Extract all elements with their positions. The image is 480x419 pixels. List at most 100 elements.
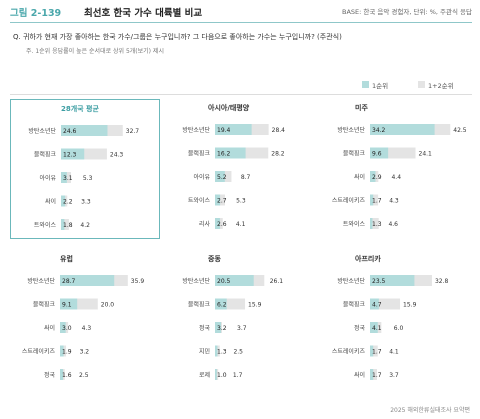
- value-label-rank12: 15.9: [248, 302, 262, 309]
- value-label-rank1: 19.4: [217, 127, 231, 134]
- value-label-rank12: 6.0: [394, 325, 404, 332]
- bar-rank1: [215, 124, 252, 135]
- value-label-rank1: 5.2: [217, 174, 227, 181]
- bar-rank1: [61, 125, 108, 136]
- bar-rank1: [370, 275, 415, 286]
- bar-rank1: [370, 322, 378, 333]
- value-label-rank1: 1.3: [217, 349, 227, 356]
- value-label-rank1: 3.1: [63, 175, 73, 182]
- figure-header: 그림 2-139 최선호 한국 가수 대륙별 비교 BASE: 한국 음악 경험…: [10, 5, 472, 19]
- figure-label: 그림 2-139: [10, 8, 62, 19]
- value-label-rank12: 28.4: [272, 127, 286, 134]
- bar-chart: 방탄소년단 24.6 32.7 블랙핑크 12.3 24.3 아이유 3.1 5.3 싸이 2.2 3…: [28, 125, 140, 230]
- value-label-rank12: 20.0: [101, 302, 115, 309]
- bar-rank1: [370, 218, 373, 229]
- category-label: 블랙핑크: [34, 151, 57, 159]
- category-label: 트와이스: [34, 221, 57, 229]
- bar-rank1: [60, 369, 64, 380]
- value-label-rank1: 24.6: [63, 128, 77, 135]
- bar-rank1: [60, 275, 115, 286]
- value-label-rank12: 4.3: [389, 198, 399, 205]
- value-label-rank1: 12.3: [63, 152, 77, 159]
- bar-rank1: [215, 147, 246, 159]
- value-label-rank12: 35.9: [131, 278, 145, 285]
- bar-rank1: [215, 218, 220, 229]
- value-label-rank12: 3.3: [81, 199, 91, 206]
- category-label: 블랙핑크: [33, 301, 56, 309]
- category-label: 트와이스: [188, 197, 211, 205]
- legend-label-rank12: 1+2순위: [428, 82, 454, 90]
- value-label-rank12: 28.2: [271, 151, 285, 158]
- bar-rank12: [370, 147, 416, 159]
- value-label-rank1: 2.7: [217, 198, 227, 205]
- bar-rank12: [60, 298, 98, 310]
- legend: 1순위 1+2순위: [362, 79, 472, 91]
- value-label-rank1: 2.9: [372, 174, 382, 181]
- value-label-rank12: 5.3: [83, 175, 93, 182]
- value-label-rank12: 3.2: [80, 349, 90, 356]
- value-label-rank1: 1.7: [372, 198, 382, 205]
- category-label: 지민: [199, 348, 210, 356]
- bar-rank12: [370, 369, 377, 380]
- value-label-rank1: 3.2: [217, 325, 227, 332]
- category-label: 블랙핑크: [343, 301, 366, 309]
- value-label-rank1: 1.0: [217, 372, 227, 379]
- value-label-rank1: 1.7: [372, 349, 382, 356]
- bar-rank1: [370, 171, 376, 182]
- value-label-rank1: 20.5: [217, 278, 231, 285]
- bar-rank12: [215, 298, 246, 310]
- bar-rank12: [370, 218, 379, 229]
- category-label: 아이유: [39, 174, 56, 182]
- value-label-rank12: 32.8: [435, 278, 449, 285]
- category-label: 스트레이키즈: [332, 348, 366, 356]
- bar-chart: 방탄소년단 20.5 26.1 블랙핑크 6.2 15.9 정국 3.2 3.7 지민 1.3 2.5…: [182, 275, 283, 380]
- category-label: 스트레이키즈: [332, 197, 366, 205]
- legend-label-rank1: 1순위: [372, 82, 389, 90]
- bar-rank12: [61, 219, 69, 230]
- value-label-rank1: 23.5: [372, 278, 386, 285]
- bar-rank1: [215, 275, 254, 286]
- category-label: 블랙핑크: [188, 301, 211, 309]
- value-label-rank12: 4.1: [236, 221, 246, 228]
- bar-chart: 방탄소년단 34.2 42.5 블랙핑크 9.6 24.1 싸이 2.9 4.4 스트레이키즈 1.…: [332, 124, 467, 229]
- value-label-rank1: 1.7: [372, 372, 382, 379]
- base-note: BASE: 한국 음악 경험자, 단위: %, 주관식 응답: [341, 8, 472, 16]
- value-label-rank12: 4.6: [388, 221, 398, 228]
- value-label-rank1: 34.2: [372, 127, 386, 134]
- category-label: 아이유: [193, 173, 210, 181]
- bar-rank1: [60, 298, 78, 310]
- bar-rank1: [370, 194, 374, 206]
- value-label-rank12: 4.4: [391, 174, 401, 181]
- bar-rank1: [215, 171, 225, 182]
- value-label-rank12: 3.7: [389, 372, 399, 379]
- value-label-rank12: 15.9: [403, 302, 417, 309]
- category-label: 스트레이키즈: [22, 348, 56, 356]
- bar-rank1: [370, 369, 374, 380]
- value-label-rank12: 4.3: [82, 325, 92, 332]
- value-label-rank1: 4.7: [372, 302, 382, 309]
- category-label: 블랙핑크: [343, 150, 366, 158]
- value-label-rank12: 32.7: [126, 128, 140, 135]
- bar-rank1: [215, 345, 218, 357]
- value-label-rank1: 1.9: [62, 349, 72, 356]
- chart-panel-europe: 유럽 방탄소년단 28.7 35.9 블랙핑크 9.1 20.0 싸이 3.0 4.3 스트레이키…: [10, 250, 160, 390]
- bar-rank1: [215, 194, 221, 206]
- value-label-rank12: 2.5: [79, 372, 89, 379]
- category-label: 방탄소년단: [27, 277, 55, 285]
- category-label: 정국: [44, 372, 56, 379]
- panel-title: 유럽: [60, 255, 73, 263]
- category-label: 싸이: [354, 371, 365, 379]
- value-label-rank12: 3.7: [237, 325, 247, 332]
- value-label-rank1: 3.0: [62, 325, 72, 332]
- value-label-rank1: 4.1: [372, 325, 382, 332]
- survey-note: 주. 1순위 응답률이 높은 순서대로 상위 5개(보기) 제시: [26, 48, 164, 55]
- category-label: 블랙핑크: [188, 150, 211, 158]
- figure-title: 최선호 한국 가수 대륙별 비교: [84, 8, 203, 19]
- legend-swatch-rank12: [418, 81, 425, 88]
- category-label: 리사: [199, 220, 211, 228]
- bar-rank1: [215, 298, 227, 310]
- bar-rank1: [370, 124, 435, 135]
- value-label-rank12: 8.7: [241, 174, 251, 181]
- value-label-rank12: 1.7: [233, 372, 243, 379]
- value-label-rank1: 1.8: [63, 222, 73, 229]
